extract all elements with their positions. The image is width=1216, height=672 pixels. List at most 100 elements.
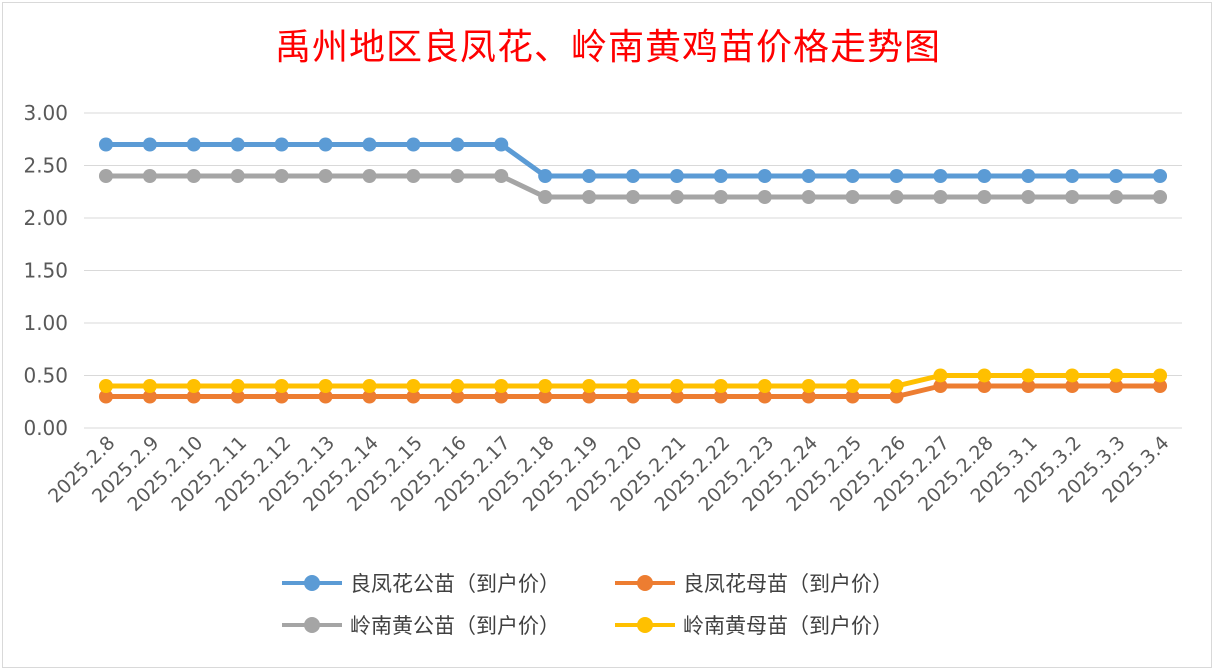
data-point bbox=[889, 389, 904, 404]
data-point bbox=[845, 389, 860, 404]
data-point bbox=[538, 379, 553, 393]
data-point bbox=[713, 379, 728, 393]
data-point bbox=[362, 379, 377, 393]
data-point bbox=[582, 389, 597, 404]
data-point bbox=[1109, 379, 1124, 393]
data-point bbox=[318, 389, 333, 404]
data-point bbox=[669, 389, 684, 404]
data-point bbox=[538, 190, 553, 204]
data-point bbox=[450, 389, 465, 404]
data-point bbox=[845, 169, 860, 183]
data-point bbox=[406, 389, 421, 404]
chart-title: 禹州地区良凤花、岭南黄鸡苗价格走势图 bbox=[274, 27, 941, 68]
data-point bbox=[626, 379, 640, 393]
data-point bbox=[406, 379, 421, 393]
data-point bbox=[274, 379, 289, 393]
data-point bbox=[1153, 169, 1168, 183]
data-point bbox=[362, 169, 377, 183]
data-point bbox=[713, 190, 728, 204]
y-tick-label: 2.00 bbox=[23, 206, 68, 230]
data-point bbox=[1065, 169, 1080, 183]
data-point bbox=[977, 379, 992, 393]
data-point bbox=[626, 190, 640, 204]
data-point bbox=[406, 137, 421, 152]
data-point bbox=[669, 190, 684, 204]
data-point bbox=[450, 379, 465, 393]
legend-item-series-3: 岭南黄母苗（到户价） bbox=[615, 608, 893, 642]
legend-label: 岭南黄公苗（到户价） bbox=[350, 614, 560, 638]
data-point bbox=[801, 169, 816, 183]
data-point bbox=[757, 190, 772, 204]
data-point bbox=[933, 379, 948, 393]
data-point bbox=[713, 389, 728, 404]
legend-label: 良凤花母苗（到户价） bbox=[683, 572, 893, 596]
data-point bbox=[142, 169, 157, 183]
y-tick-label: 0.00 bbox=[23, 416, 68, 440]
data-point bbox=[142, 379, 157, 393]
data-point bbox=[406, 169, 421, 183]
data-point bbox=[1109, 169, 1124, 183]
data-point bbox=[582, 169, 597, 183]
data-point bbox=[933, 169, 948, 183]
data-point bbox=[274, 137, 289, 152]
y-tick-label: 3.00 bbox=[23, 101, 68, 125]
y-tick-label: 1.00 bbox=[23, 311, 68, 335]
data-point bbox=[186, 389, 201, 404]
data-point bbox=[274, 169, 289, 183]
data-point bbox=[318, 137, 333, 152]
data-point bbox=[977, 169, 992, 183]
data-point bbox=[142, 389, 157, 404]
data-point bbox=[845, 190, 860, 204]
data-point bbox=[889, 379, 904, 393]
data-point bbox=[538, 169, 553, 183]
data-point bbox=[1109, 368, 1124, 383]
data-point bbox=[977, 190, 992, 204]
data-point bbox=[1153, 379, 1168, 393]
legend-swatch-icon bbox=[615, 615, 675, 635]
data-point bbox=[933, 190, 948, 204]
data-point bbox=[98, 137, 113, 152]
data-point bbox=[230, 137, 245, 152]
data-point bbox=[933, 368, 948, 383]
data-point bbox=[230, 379, 245, 393]
data-point bbox=[1109, 190, 1124, 204]
data-point bbox=[626, 169, 640, 183]
legend-label: 良凤花公苗（到户价） bbox=[350, 572, 560, 596]
legend-swatch-icon bbox=[615, 573, 675, 593]
data-point bbox=[801, 379, 816, 393]
data-point bbox=[186, 137, 201, 152]
data-point bbox=[669, 379, 684, 393]
data-point bbox=[845, 379, 860, 393]
data-point bbox=[494, 137, 509, 152]
data-point bbox=[1021, 169, 1036, 183]
data-point bbox=[494, 169, 509, 183]
data-point bbox=[362, 389, 377, 404]
legend-label: 岭南黄母苗（到户价） bbox=[683, 614, 893, 638]
data-point bbox=[757, 379, 772, 393]
data-point bbox=[889, 169, 904, 183]
data-point bbox=[538, 389, 553, 404]
data-point bbox=[230, 169, 245, 183]
data-point bbox=[230, 389, 245, 404]
data-point bbox=[1065, 368, 1080, 383]
data-point bbox=[626, 389, 640, 404]
data-point bbox=[318, 379, 333, 393]
data-point bbox=[142, 137, 157, 152]
data-point bbox=[801, 190, 816, 204]
data-point bbox=[582, 190, 597, 204]
data-point bbox=[801, 389, 816, 404]
data-point bbox=[494, 389, 509, 404]
data-point bbox=[889, 190, 904, 204]
data-point bbox=[98, 379, 113, 393]
y-tick-label: 0.50 bbox=[23, 364, 68, 388]
data-point bbox=[98, 169, 113, 183]
data-point bbox=[1021, 190, 1036, 204]
data-point bbox=[494, 379, 509, 393]
legend-item-series-0: 良凤花公苗（到户价） bbox=[282, 566, 560, 600]
data-point bbox=[1065, 379, 1080, 393]
data-point bbox=[318, 169, 333, 183]
data-point bbox=[757, 169, 772, 183]
data-point bbox=[274, 389, 289, 404]
data-point bbox=[98, 389, 113, 404]
legend-item-series-2: 岭南黄公苗（到户价） bbox=[282, 608, 560, 642]
